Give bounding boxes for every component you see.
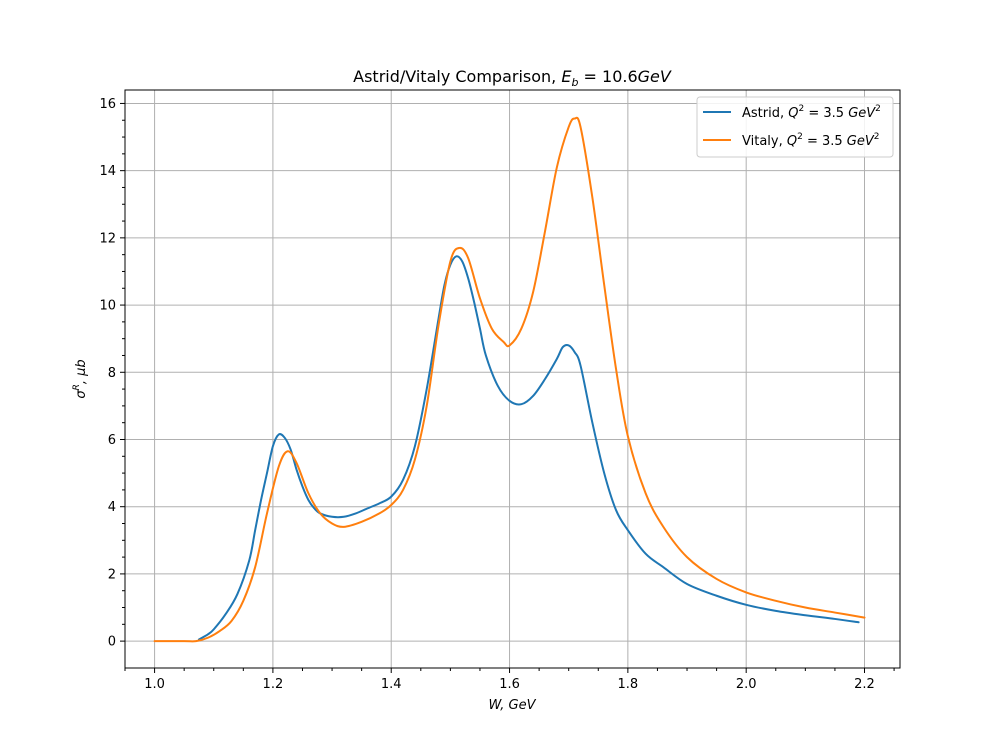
x-tick-label: 1.4: [381, 677, 402, 692]
y-axis: 0 2 4 6 8 10 12 14 16: [99, 97, 125, 650]
x-tick-label: 1.6: [499, 677, 520, 692]
x-axis: 1.0 1.2 1.4 1.6 1.8 2.0 2.2: [124, 668, 895, 692]
x-axis-label: W, GeV: [488, 698, 536, 713]
y-axis-label: σR, μb: [72, 359, 89, 398]
x-tick-label: 2.0: [736, 677, 757, 692]
x-tick-label: 1.8: [618, 677, 639, 692]
plot-frame: [124, 89, 901, 669]
plot-series: [153, 116, 866, 643]
legend-label-astrid: Astrid, Q2 = 3.5 GeV2: [742, 104, 881, 121]
y-tick-label: 16: [99, 97, 116, 112]
x-tick-label: 1.2: [263, 677, 284, 692]
series-line-vitaly: [153, 116, 866, 643]
x-tick-label: 1.0: [144, 677, 165, 692]
y-tick-label: 0: [108, 635, 116, 650]
y-tick-label: 14: [99, 164, 116, 179]
x-tick-label: 2.2: [854, 677, 875, 692]
y-tick-label: 12: [99, 231, 116, 246]
y-tick-label: 8: [108, 366, 116, 381]
y-tick-label: 2: [108, 567, 116, 582]
legend: Astrid, Q2 = 3.5 GeV2 Vitaly, Q2 = 3.5 G…: [696, 96, 894, 158]
legend-box: [696, 96, 894, 158]
legend-label-vitaly: Vitaly, Q2 = 3.5 GeV2: [742, 132, 880, 149]
y-tick-label: 6: [108, 433, 116, 448]
chart-title: Astrid/Vitaly Comparison, Eb = 10.6GeV: [353, 67, 672, 89]
y-tick-label: 10: [99, 299, 116, 314]
y-tick-label: 4: [108, 500, 116, 515]
